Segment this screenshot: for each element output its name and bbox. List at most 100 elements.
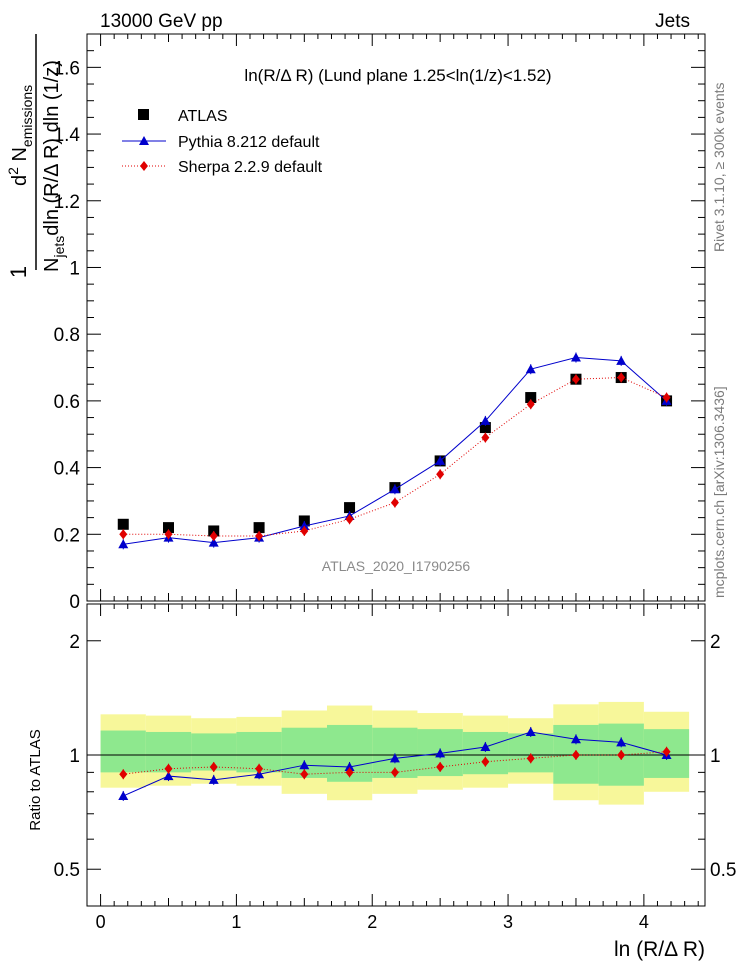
ratio-point-pythia-8-212-default — [118, 790, 129, 800]
ratio-point-sherpa-2-2-9-default — [617, 750, 626, 760]
ylabel-one: 1 — [6, 266, 31, 278]
main-point-pythia-8-212-default — [299, 520, 310, 530]
y-tick-label: 0 — [69, 592, 80, 613]
legend-marker-pythia — [139, 136, 149, 145]
main-point-sherpa-2-2-9-default — [119, 529, 128, 540]
x-tick-label: 1 — [231, 912, 241, 932]
ylabel-num: d2 Nemissions — [5, 85, 35, 186]
ratio-y-tick-label: 0.5 — [54, 860, 80, 881]
main-point-atlas — [479, 422, 491, 434]
y-tick-label: 1 — [69, 258, 80, 279]
ratio-y-tick-label-right: 2 — [710, 632, 721, 653]
legend-label-pythia: Pythia 8.212 default — [178, 134, 320, 151]
y-tick-label: 1.6 — [54, 58, 80, 79]
ratio-point-pythia-8-212-default — [299, 760, 310, 770]
y-tick-label: 1.4 — [54, 125, 81, 146]
main-point-atlas — [117, 518, 129, 530]
main-point-atlas — [162, 522, 174, 534]
main-point-pythia-8-212-default — [208, 537, 219, 547]
ratio-data-layer — [87, 701, 705, 805]
main-point-sherpa-2-2-9-default — [209, 530, 218, 541]
x-tick-label: 4 — [639, 912, 649, 932]
main-point-sherpa-2-2-9-default — [526, 399, 535, 410]
main-point-pythia-8-212-default — [118, 539, 129, 549]
legend-label-atlas: ATLAS — [178, 108, 228, 125]
ratio-point-sherpa-2-2-9-default — [209, 761, 218, 772]
ratio-point-pythia-8-212-default — [344, 761, 355, 771]
ratio-point-sherpa-2-2-9-default — [571, 750, 580, 760]
main-point-sherpa-2-2-9-default — [390, 497, 399, 508]
ratio-point-sherpa-2-2-9-default — [390, 767, 399, 778]
main-data-layer — [117, 352, 673, 550]
ratio-band-green — [508, 733, 554, 773]
ylabel-num-sub: emissions — [19, 85, 35, 147]
x-tick-label: 2 — [367, 912, 377, 932]
main-point-sherpa-2-2-9-default — [345, 514, 354, 525]
ratio-point-pythia-8-212-default — [163, 771, 174, 781]
main-point-atlas — [344, 502, 356, 514]
header-energy: 13000 GeV pp — [100, 11, 223, 32]
ratio-y-tick-label: 1 — [69, 746, 80, 767]
ratio-point-pythia-8-212-default — [480, 741, 491, 751]
ylabel-den-N: Njetsdln (R/Δ R) dln (1/z) — [41, 60, 67, 272]
main-point-pythia-8-212-default — [435, 455, 446, 465]
ratio-band-green — [100, 730, 146, 773]
main-point-atlas — [208, 525, 220, 537]
ylabel-den-sub: jets — [51, 236, 67, 259]
main-point-sherpa-2-2-9-default — [617, 372, 626, 383]
ylabel-den-N-text: N — [41, 258, 63, 272]
analysis-watermark: ATLAS_2020_I1790256 — [322, 558, 471, 574]
ratio-point-sherpa-2-2-9-default — [300, 769, 309, 780]
main-point-sherpa-2-2-9-default — [300, 525, 309, 536]
main-point-atlas — [525, 392, 537, 404]
legend-marker-sherpa — [140, 161, 148, 171]
main-point-pythia-8-212-default — [525, 364, 536, 374]
main-point-sherpa-2-2-9-default — [255, 530, 264, 541]
ratio-point-pythia-8-212-default — [435, 748, 446, 758]
ylabel-num-main: N — [9, 147, 31, 167]
legend-marker-atlas — [138, 109, 149, 120]
main-point-sherpa-2-2-9-default — [164, 529, 173, 540]
ratio-point-sherpa-2-2-9-default — [481, 756, 490, 767]
y-tick-label: 0.4 — [54, 459, 81, 480]
main-point-pythia-8-212-default — [389, 484, 400, 494]
ratio-point-sherpa-2-2-9-default — [436, 761, 445, 772]
ratio-point-sherpa-2-2-9-default — [119, 769, 128, 780]
ratio-point-pythia-8-212-default — [389, 753, 400, 763]
legend: ATLAS Pythia 8.212 default Sherpa 2.2.9 … — [122, 108, 323, 176]
legend-label-sherpa: Sherpa 2.2.9 default — [178, 159, 323, 176]
main-point-pythia-8-212-default — [480, 415, 491, 425]
main-point-sherpa-2-2-9-default — [662, 392, 671, 403]
ratio-point-pythia-8-212-default — [616, 737, 627, 747]
y-tick-label: 1.2 — [54, 192, 80, 213]
y-tick-label: 0.8 — [54, 325, 80, 346]
ratio-point-sherpa-2-2-9-default — [255, 763, 264, 774]
ratio-point-sherpa-2-2-9-default — [345, 767, 354, 778]
y-tick-label: 0.2 — [54, 525, 80, 546]
x-axis-label: ln (R/Δ R) — [614, 938, 705, 961]
main-y-axis-label: 1 Njetsdln (R/Δ R) dln (1/z) d2 Nemissio… — [5, 34, 67, 278]
ylabel-num-prefix: d — [9, 175, 31, 186]
ratio-point-pythia-8-212-default — [208, 774, 219, 784]
main-point-sherpa-2-2-9-default — [571, 374, 580, 385]
main-point-atlas — [298, 515, 310, 527]
ratio-point-sherpa-2-2-9-default — [662, 746, 671, 757]
source-label: mcplots.cern.ch [arXiv:1306.3436] — [711, 386, 727, 598]
x-tick-label: 0 — [96, 912, 106, 932]
ratio-point-pythia-8-212-default — [570, 734, 581, 744]
chart-title: ln(R/Δ R) (Lund plane 1.25<ln(1/z)<1.52) — [244, 66, 551, 85]
main-point-sherpa-2-2-9-default — [436, 469, 445, 480]
x-tick-label: 3 — [503, 912, 513, 932]
ylabel-num-sup: 2 — [5, 167, 21, 175]
ylabel-den-rest: dln (R/Δ R) dln (1/z) — [41, 60, 63, 236]
main-point-pythia-8-212-default — [570, 352, 581, 362]
main-point-atlas — [253, 522, 265, 534]
header-category: Jets — [655, 11, 690, 32]
axes-layer: 0 1 2 3 4 0 0.2 0.4 0.6 0.8 1 1.2 1.4 1.6 0.5 0.5 1 1 2 2 — [54, 33, 736, 932]
main-point-pythia-8-212-default — [616, 355, 627, 365]
ratio-band-green — [462, 731, 509, 775]
main-point-sherpa-2-2-9-default — [481, 432, 490, 443]
ratio-y-tick-label: 2 — [69, 632, 80, 653]
ratio-y-tick-label-right: 0.5 — [710, 860, 736, 881]
